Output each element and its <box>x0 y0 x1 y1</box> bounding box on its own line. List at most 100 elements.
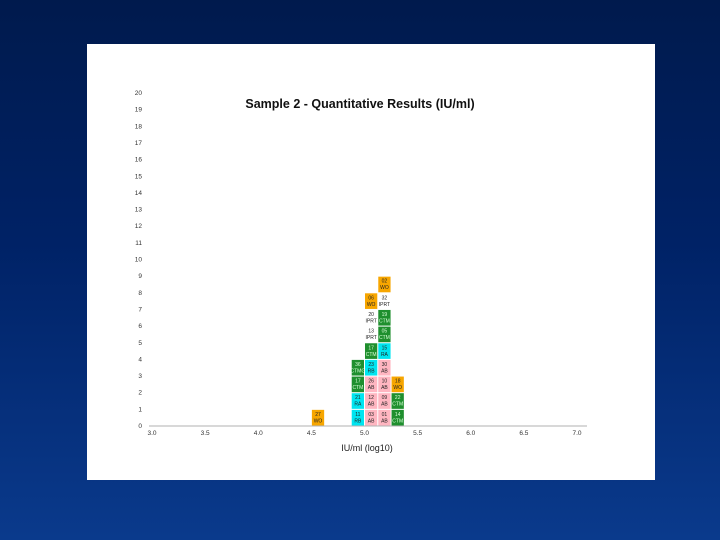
cell-lab-code: 01 <box>382 412 388 418</box>
cell-rect <box>391 393 404 409</box>
cell-lab-code: 36 <box>355 362 361 368</box>
cell-lab-code: 15 <box>382 345 388 351</box>
y-tick-label: 9 <box>138 273 142 280</box>
cell-assay-label: AB <box>368 385 375 391</box>
cell-rect <box>351 376 364 393</box>
x-axis: 3.0 3.5 4.0 4.5 5.0 5.5 6.0 6.5 7.0 <box>147 430 581 437</box>
y-tick-label: 7 <box>138 306 142 313</box>
cell-assay-label: RA <box>354 402 362 408</box>
x-tick-label: 3.0 <box>147 430 156 437</box>
cell-lab-code: 27 <box>315 412 321 418</box>
y-tick-label: 0 <box>138 423 142 430</box>
y-tick-label: 19 <box>135 107 143 114</box>
x-tick-label: 6.0 <box>466 430 475 437</box>
cell-assay-label: RA <box>381 352 389 358</box>
cell-assay-label: AB <box>381 385 388 391</box>
cell-assay-label: IPRT <box>379 302 390 308</box>
y-tick-label: 4 <box>138 356 142 363</box>
y-tick-label: 15 <box>135 173 143 180</box>
stacked-cells: 27WO11RB21RA17CTM36CTMG03AB12AB26AB23RB1… <box>311 276 404 426</box>
cell-lab-code: 32 <box>382 295 388 301</box>
cell-assay-label: CTM <box>379 335 390 341</box>
cell-rect <box>378 326 391 343</box>
cell-assay-label: WO <box>314 418 323 424</box>
y-tick-label: 3 <box>138 373 142 380</box>
y-tick-label: 14 <box>135 190 143 197</box>
cell-lab-code: 21 <box>355 395 361 401</box>
x-axis-label: IU/ml (log10) <box>341 443 393 453</box>
cell-lab-code: 10 <box>382 379 388 385</box>
cell-rect <box>365 376 378 393</box>
y-tick-label: 20 <box>135 90 143 97</box>
y-tick-label: 6 <box>138 323 142 330</box>
cell-assay-label: CTM <box>392 418 403 424</box>
cell-rect <box>391 409 404 426</box>
y-tick-label: 16 <box>135 157 143 164</box>
cell-assay-label: WO <box>393 385 402 391</box>
cell-rect <box>365 326 378 343</box>
cell-rect <box>378 276 391 293</box>
cell-rect <box>351 359 364 376</box>
cell-assay-label: CTM <box>392 402 403 408</box>
y-tick-label: 1 <box>138 406 142 413</box>
cell-rect <box>365 343 378 359</box>
cell-rect <box>378 409 391 426</box>
cell-rect <box>365 309 378 326</box>
cell-rect <box>378 359 391 376</box>
x-tick-label: 5.5 <box>413 430 422 437</box>
y-tick-label: 8 <box>138 290 142 297</box>
cell-rect <box>311 409 325 426</box>
cell-lab-code: 26 <box>368 379 374 385</box>
cell-lab-code: 14 <box>395 412 401 418</box>
cell-rect <box>378 376 391 393</box>
cell-assay-label: CTM <box>366 352 377 358</box>
x-tick-label: 3.5 <box>201 430 210 437</box>
cell-lab-code: 19 <box>382 312 388 318</box>
cell-rect <box>378 343 391 359</box>
cell-assay-label: WO <box>380 285 389 291</box>
cell-lab-code: 18 <box>395 379 401 385</box>
chart-title: Sample 2 - Quantitative Results (IU/ml) <box>245 97 474 111</box>
cell-assay-label: AB <box>381 368 388 374</box>
cell-lab-code: 17 <box>368 345 374 351</box>
cell-rect <box>391 376 404 393</box>
y-tick-label: 18 <box>135 123 143 130</box>
x-tick-label: 7.0 <box>572 430 581 437</box>
histogram-chart: Sample 2 - Quantitative Results (IU/ml) … <box>135 90 587 453</box>
cell-assay-label: CTM <box>352 385 363 391</box>
cell-assay-label: AB <box>381 418 388 424</box>
y-tick-label: 17 <box>135 140 143 147</box>
cell-rect <box>365 409 378 426</box>
cell-lab-code: 12 <box>368 395 374 401</box>
cell-assay-label: AB <box>381 402 388 408</box>
cell-lab-code: 30 <box>382 362 388 368</box>
cell-assay-label: RB <box>354 418 362 424</box>
cell-assay-label: AB <box>368 402 375 408</box>
cell-rect <box>351 393 364 409</box>
y-tick-label: 5 <box>138 340 142 347</box>
cell-rect <box>365 359 378 376</box>
cell-lab-code: 20 <box>368 312 374 318</box>
cell-lab-code: 05 <box>382 329 388 335</box>
x-tick-label: 5.0 <box>360 430 369 437</box>
x-tick-label: 4.5 <box>307 430 316 437</box>
